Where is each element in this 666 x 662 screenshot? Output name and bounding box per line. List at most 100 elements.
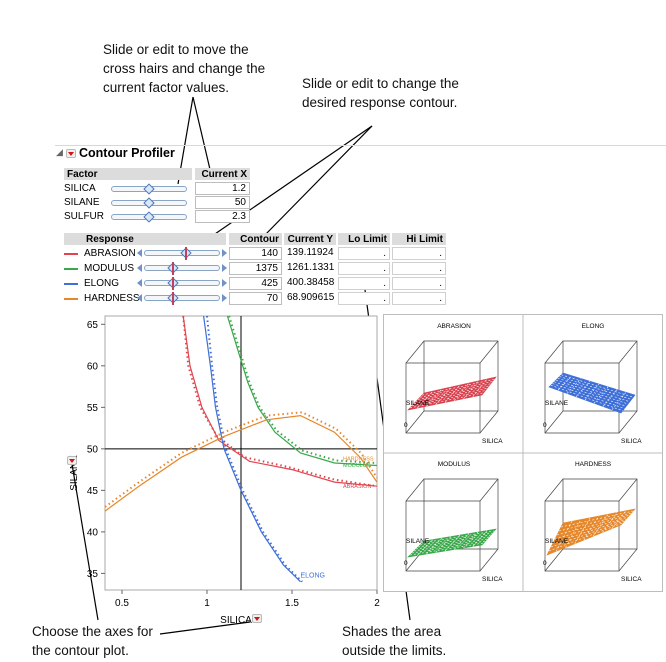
mesh-line: [419, 381, 493, 398]
mesh-line: [415, 536, 490, 550]
slider-right-arrow-icon[interactable]: [222, 294, 227, 302]
callout-line-contour-box: [263, 125, 373, 237]
mesh-line: [417, 534, 491, 548]
response-header: Response: [64, 233, 226, 245]
contour-curve-hardness: [104, 411, 378, 508]
lo-limit-field[interactable]: .: [338, 292, 390, 305]
current-x-field[interactable]: 50: [195, 196, 250, 209]
y-tick-label: 55: [87, 403, 99, 414]
lo-limit-header: Lo Limit: [338, 233, 390, 245]
mesh-line: [409, 542, 484, 556]
x-axis-menu-icon[interactable]: [252, 614, 262, 623]
response-label: ELONG: [84, 278, 120, 289]
contour-plot[interactable]: 0.5 1 1.5 2 35 40 45 50 55 60 65 SILICA SILANE ELONG H…: [60, 312, 385, 630]
mesh-line: [554, 381, 627, 407]
slider-left-arrow-icon[interactable]: [137, 279, 142, 287]
response-slider[interactable]: [144, 280, 220, 286]
contour-header: Contour: [229, 233, 282, 245]
surface-origin-label: 0: [404, 422, 408, 429]
current-x-field[interactable]: 2.3: [195, 210, 250, 223]
response-slider[interactable]: [144, 265, 220, 271]
slider-right-arrow-icon[interactable]: [222, 249, 227, 257]
mesh-line: [584, 383, 600, 401]
hi-limit-header: Hi Limit: [392, 233, 446, 245]
x-tick-label: 1.5: [285, 598, 299, 609]
cube-edge: [405, 340, 425, 364]
response-label: ABRASION: [84, 248, 136, 259]
factor-table: Factor Current X SILICA 1.2 SILANE 50 SULFUR…: [64, 168, 250, 224]
callout-response-contour: Slide or edit to change the desired resp…: [302, 76, 459, 110]
curve-label-abrasion: ABRASION: [343, 484, 371, 490]
callout-shades: Shades the area outside the limits.: [342, 624, 447, 658]
hi-limit-field[interactable]: .: [392, 247, 446, 260]
surface-title: MODULUS: [438, 461, 471, 468]
current-x-field[interactable]: 1.2: [195, 182, 250, 195]
mesh-line: [566, 378, 582, 394]
callout-factor-values: Slide or edit to move the cross hairs an…: [103, 42, 266, 95]
mesh-line: [593, 514, 609, 537]
surface-title: HARDNESS: [575, 461, 612, 468]
current-value-marker: [184, 247, 187, 260]
surface-plots-panel: ABRASION SILICA SILANE 0 ELONG SILICA SILANE 0 M…: [383, 314, 663, 592]
contour-curve-abrasion: [182, 315, 378, 487]
slider-right-arrow-icon[interactable]: [222, 279, 227, 287]
x-tick-label: 1: [204, 598, 210, 609]
lo-limit-field[interactable]: .: [338, 262, 390, 275]
surface-plot: HARDNESS SILICA SILANE 0: [543, 461, 642, 583]
slider-right-arrow-icon[interactable]: [222, 264, 227, 272]
surface-plot: ABRASION SILICA SILANE 0: [404, 323, 503, 445]
curve-label-modulus: MODULUS: [343, 463, 371, 469]
mesh-line: [558, 512, 632, 532]
mesh-line: [550, 384, 623, 412]
y-tick-label: 60: [87, 361, 99, 372]
cube-edge: [479, 478, 499, 502]
surface-title: ABRASION: [437, 323, 471, 330]
mesh-line: [557, 377, 630, 403]
callout-line-silica-menu: [159, 621, 251, 635]
mesh-line: [556, 514, 630, 536]
panel-title: Contour Profiler: [79, 146, 175, 160]
surface-x-label: SILICA: [621, 438, 642, 445]
contour-field[interactable]: 1375: [229, 262, 282, 275]
current-value-marker: [171, 292, 174, 305]
hi-limit-field[interactable]: .: [392, 262, 446, 275]
surface-plot: ELONG SILICA SILANE 0: [543, 323, 642, 445]
cube-edge: [479, 410, 499, 434]
lo-limit-field[interactable]: .: [338, 277, 390, 290]
contour-field[interactable]: 70: [229, 292, 282, 305]
current-value-marker: [171, 277, 174, 290]
mesh-line: [552, 383, 625, 409]
response-slider[interactable]: [144, 295, 220, 301]
slider-left-arrow-icon[interactable]: [137, 249, 142, 257]
surface-origin-label: 0: [404, 560, 408, 567]
mesh-line: [602, 512, 618, 533]
contour-field[interactable]: 140: [229, 247, 282, 260]
contour-field[interactable]: 425: [229, 277, 282, 290]
cube-edge: [479, 340, 499, 364]
lo-limit-field[interactable]: .: [338, 247, 390, 260]
mesh-line: [554, 516, 629, 540]
cube-edge: [618, 410, 638, 434]
red-triangle-menu-icon[interactable]: [66, 149, 76, 158]
surface-y-label: SILANE: [406, 400, 430, 407]
surface-origin-label: 0: [543, 560, 547, 567]
x-tick-label: 2: [374, 598, 380, 609]
current-y-value: 139.11924: [287, 247, 334, 258]
mesh-line: [583, 515, 600, 541]
mesh-line: [548, 522, 623, 552]
mesh-line: [560, 510, 634, 528]
y-axis-menu-icon[interactable]: [67, 456, 77, 465]
cube-edge: [405, 478, 425, 502]
hi-limit-field[interactable]: .: [392, 277, 446, 290]
slider-left-arrow-icon[interactable]: [137, 294, 142, 302]
y-tick-label: 45: [87, 486, 99, 497]
current-y-value: 68.909615: [287, 292, 335, 303]
slider-left-arrow-icon[interactable]: [137, 264, 142, 272]
y-tick-label: 65: [87, 320, 99, 331]
mesh-line: [421, 530, 495, 544]
legend-line: [64, 268, 78, 270]
mesh-line: [421, 378, 495, 396]
mesh-line: [557, 375, 573, 391]
hi-limit-field[interactable]: .: [392, 292, 446, 305]
collapse-icon[interactable]: ◢: [56, 147, 63, 157]
